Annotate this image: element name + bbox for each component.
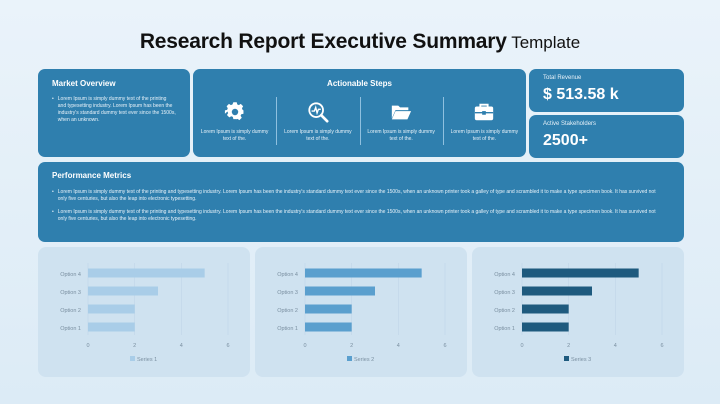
legend-label: Series 3 bbox=[571, 357, 591, 363]
tick-label: 2 bbox=[350, 343, 353, 349]
chart-svg: Option 4 Option 3 Option 2 Option 1 0 2 4 6 Seri… bbox=[494, 263, 664, 363]
tick-label: 0 bbox=[303, 343, 306, 349]
category-label: Option 2 bbox=[277, 308, 298, 314]
tick-label: 0 bbox=[86, 343, 89, 349]
legend-label: Series 2 bbox=[354, 357, 374, 363]
legend-swatch bbox=[347, 356, 352, 361]
legend-swatch bbox=[564, 356, 569, 361]
bar-chart-series-2: Option 4 Option 3 Option 2 Option 1 0 2 4 6 Seri… bbox=[255, 247, 467, 377]
tick-label: 6 bbox=[443, 343, 446, 349]
bar bbox=[88, 304, 135, 314]
bar bbox=[522, 304, 569, 314]
title-main: Research Report Executive Summary bbox=[139, 30, 507, 53]
category-label: Option 4 bbox=[494, 272, 515, 278]
performance-bullet: • Lorem Ipsum is simply dummy text of th… bbox=[52, 209, 662, 223]
bar bbox=[88, 286, 158, 296]
magnifier-chart-icon bbox=[308, 102, 329, 123]
actionable-steps-card: Actionable Steps Lorem Ipsum is simply d… bbox=[193, 69, 526, 157]
performance-metrics-heading: Performance Metrics bbox=[52, 171, 132, 180]
performance-metrics-card: Performance Metrics • Lorem Ipsum is sim… bbox=[38, 162, 684, 242]
folder-icon bbox=[391, 105, 412, 120]
performance-bullet-text: Lorem Ipsum is simply dummy text of the … bbox=[57, 189, 656, 202]
category-label: Option 1 bbox=[60, 326, 81, 332]
category-label: Option 1 bbox=[277, 326, 298, 332]
title-sub: Template bbox=[511, 33, 581, 52]
market-overview-text: Lorem Ipsum is simply dummy text of the … bbox=[57, 96, 176, 123]
legend-swatch bbox=[130, 356, 135, 361]
bar-chart-series-3: Option 4 Option 3 Option 2 Option 1 0 2 4 6 Seri… bbox=[472, 247, 684, 377]
tick-label: 6 bbox=[660, 343, 663, 349]
bar bbox=[522, 322, 569, 332]
market-overview-card: Market Overview • Lorem Ipsum is simply … bbox=[38, 69, 190, 157]
bar bbox=[305, 268, 422, 278]
category-label: Option 4 bbox=[277, 272, 298, 278]
category-label: Option 3 bbox=[60, 290, 81, 296]
step-text: Lorem Ipsum is simply dummy text of the. bbox=[450, 129, 519, 142]
actionable-steps-heading: Actionable Steps bbox=[327, 79, 392, 88]
total-revenue-label: Total Revenue bbox=[543, 75, 582, 81]
tick-label: 4 bbox=[397, 343, 400, 349]
market-overview-heading: Market Overview bbox=[52, 79, 116, 88]
bar bbox=[88, 322, 135, 332]
step-text: Lorem Ipsum is simply dummy text of the. bbox=[200, 129, 269, 142]
step-text: Lorem Ipsum is simply dummy text of the. bbox=[367, 129, 435, 142]
chart-svg: Option 4 Option 3 Option 2 Option 1 0 2 4 6 Seri… bbox=[60, 263, 230, 363]
step-item: Lorem Ipsum is simply dummy text of the. bbox=[276, 97, 359, 151]
performance-bullet: • Lorem Ipsum is simply dummy text of th… bbox=[52, 189, 662, 203]
briefcase-icon bbox=[475, 103, 494, 121]
active-stakeholders-card: Active Stakeholders 2500+ bbox=[529, 115, 684, 158]
tick-label: 2 bbox=[133, 343, 136, 349]
category-label: Option 1 bbox=[494, 326, 515, 332]
total-revenue-value: $ 513.58 k bbox=[543, 86, 619, 103]
tick-label: 0 bbox=[520, 343, 523, 349]
legend-label: Series 1 bbox=[137, 357, 157, 363]
chart-svg: Option 4 Option 3 Option 2 Option 1 0 2 4 6 Seri… bbox=[277, 263, 447, 363]
bar-chart-series-1: Option 4 Option 3 Option 2 Option 1 0 2 4 6 Seri… bbox=[38, 247, 250, 377]
performance-bullet-text: Lorem Ipsum is simply dummy text of the … bbox=[57, 209, 656, 222]
bar bbox=[305, 322, 352, 332]
step-item: Lorem Ipsum is simply dummy text of the. bbox=[359, 97, 443, 151]
tick-label: 6 bbox=[226, 343, 229, 349]
step-text: Lorem Ipsum is simply dummy text of the. bbox=[284, 129, 352, 142]
category-label: Option 2 bbox=[60, 308, 81, 314]
bar bbox=[305, 286, 375, 296]
total-revenue-card: Total Revenue $ 513.58 k bbox=[529, 69, 684, 112]
bar bbox=[88, 268, 205, 278]
active-stakeholders-label: Active Stakeholders bbox=[543, 121, 597, 127]
market-overview-bullet: • Lorem Ipsum is simply dummy text of th… bbox=[52, 96, 176, 123]
bar bbox=[522, 286, 592, 296]
category-label: Option 2 bbox=[494, 308, 515, 314]
step-item: Lorem Ipsum is simply dummy text of the. bbox=[193, 97, 276, 151]
active-stakeholders-value: 2500+ bbox=[543, 132, 588, 149]
tick-label: 2 bbox=[567, 343, 570, 349]
tick-label: 4 bbox=[180, 343, 183, 349]
category-label: Option 3 bbox=[277, 290, 298, 296]
category-label: Option 3 bbox=[494, 290, 515, 296]
bar bbox=[305, 304, 352, 314]
bar bbox=[522, 268, 639, 278]
gear-icon bbox=[224, 102, 244, 121]
tick-label: 4 bbox=[614, 343, 617, 349]
category-label: Option 4 bbox=[60, 272, 81, 278]
page-title: Research Report Executive Summary Templa… bbox=[0, 30, 720, 54]
step-item: Lorem Ipsum is simply dummy text of the. bbox=[442, 97, 526, 151]
